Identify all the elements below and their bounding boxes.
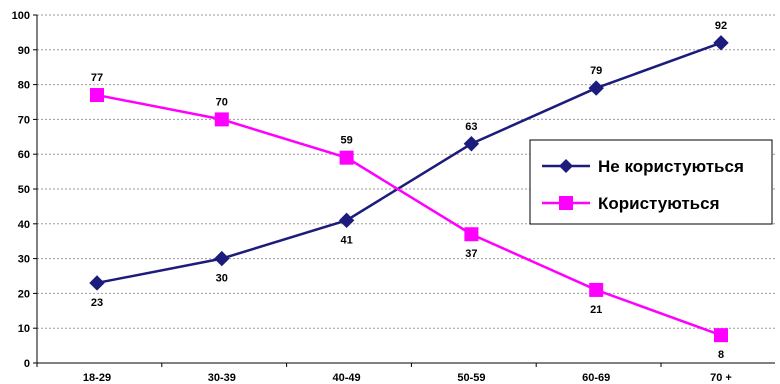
x-axis-ticks: 18-29 30-39 40-49 50-59 60-69 70 + — [37, 363, 780, 384]
data-label: 30 — [216, 273, 228, 285]
data-label: 41 — [340, 234, 352, 246]
data-point — [90, 88, 104, 102]
data-label: 8 — [718, 349, 724, 361]
data-point — [340, 151, 354, 165]
data-point — [215, 112, 229, 126]
y-tick-label: 80 — [18, 80, 30, 92]
x-tick-label: 70 + — [710, 372, 732, 384]
data-label: 37 — [465, 248, 477, 260]
y-tick-label: 70 — [18, 114, 30, 126]
x-tick-label: 60-69 — [582, 372, 610, 384]
data-point — [215, 252, 229, 266]
data-point — [714, 328, 728, 342]
data-point — [589, 81, 603, 95]
data-label: 70 — [216, 96, 228, 108]
data-label: 77 — [91, 72, 103, 84]
data-point — [340, 213, 354, 227]
data-label: 59 — [340, 135, 352, 147]
legend-marker-series-1 — [559, 196, 573, 210]
data-label: 23 — [91, 297, 103, 309]
x-tick-label: 50-59 — [457, 372, 485, 384]
y-axis-ticks: 0 10 20 30 40 50 60 70 80 90 100 — [12, 10, 37, 370]
legend: Не користуються Користуються — [530, 140, 772, 224]
data-label: 79 — [590, 65, 602, 77]
x-tick-label: 18-29 — [83, 372, 111, 384]
x-tick-label: 30-39 — [208, 372, 236, 384]
data-label: 63 — [465, 121, 477, 133]
data-label: 21 — [590, 304, 602, 316]
y-tick-label: 50 — [18, 184, 30, 196]
y-tick-label: 0 — [24, 358, 30, 370]
y-tick-label: 10 — [18, 323, 30, 335]
data-point — [589, 283, 603, 297]
legend-label-series-0: Не користуються — [598, 157, 744, 176]
y-tick-label: 40 — [18, 219, 30, 231]
data-label: 92 — [715, 20, 727, 32]
data-point — [714, 36, 728, 50]
y-tick-label: 30 — [18, 254, 30, 266]
legend-label-series-1: Користуються — [598, 194, 720, 213]
data-point — [464, 227, 478, 241]
y-tick-label: 100 — [12, 10, 30, 22]
data-point — [464, 137, 478, 151]
x-tick-label: 40-49 — [333, 372, 361, 384]
data-point — [90, 276, 104, 290]
y-tick-label: 90 — [18, 45, 30, 57]
y-tick-label: 60 — [18, 149, 30, 161]
y-tick-label: 20 — [18, 288, 30, 300]
